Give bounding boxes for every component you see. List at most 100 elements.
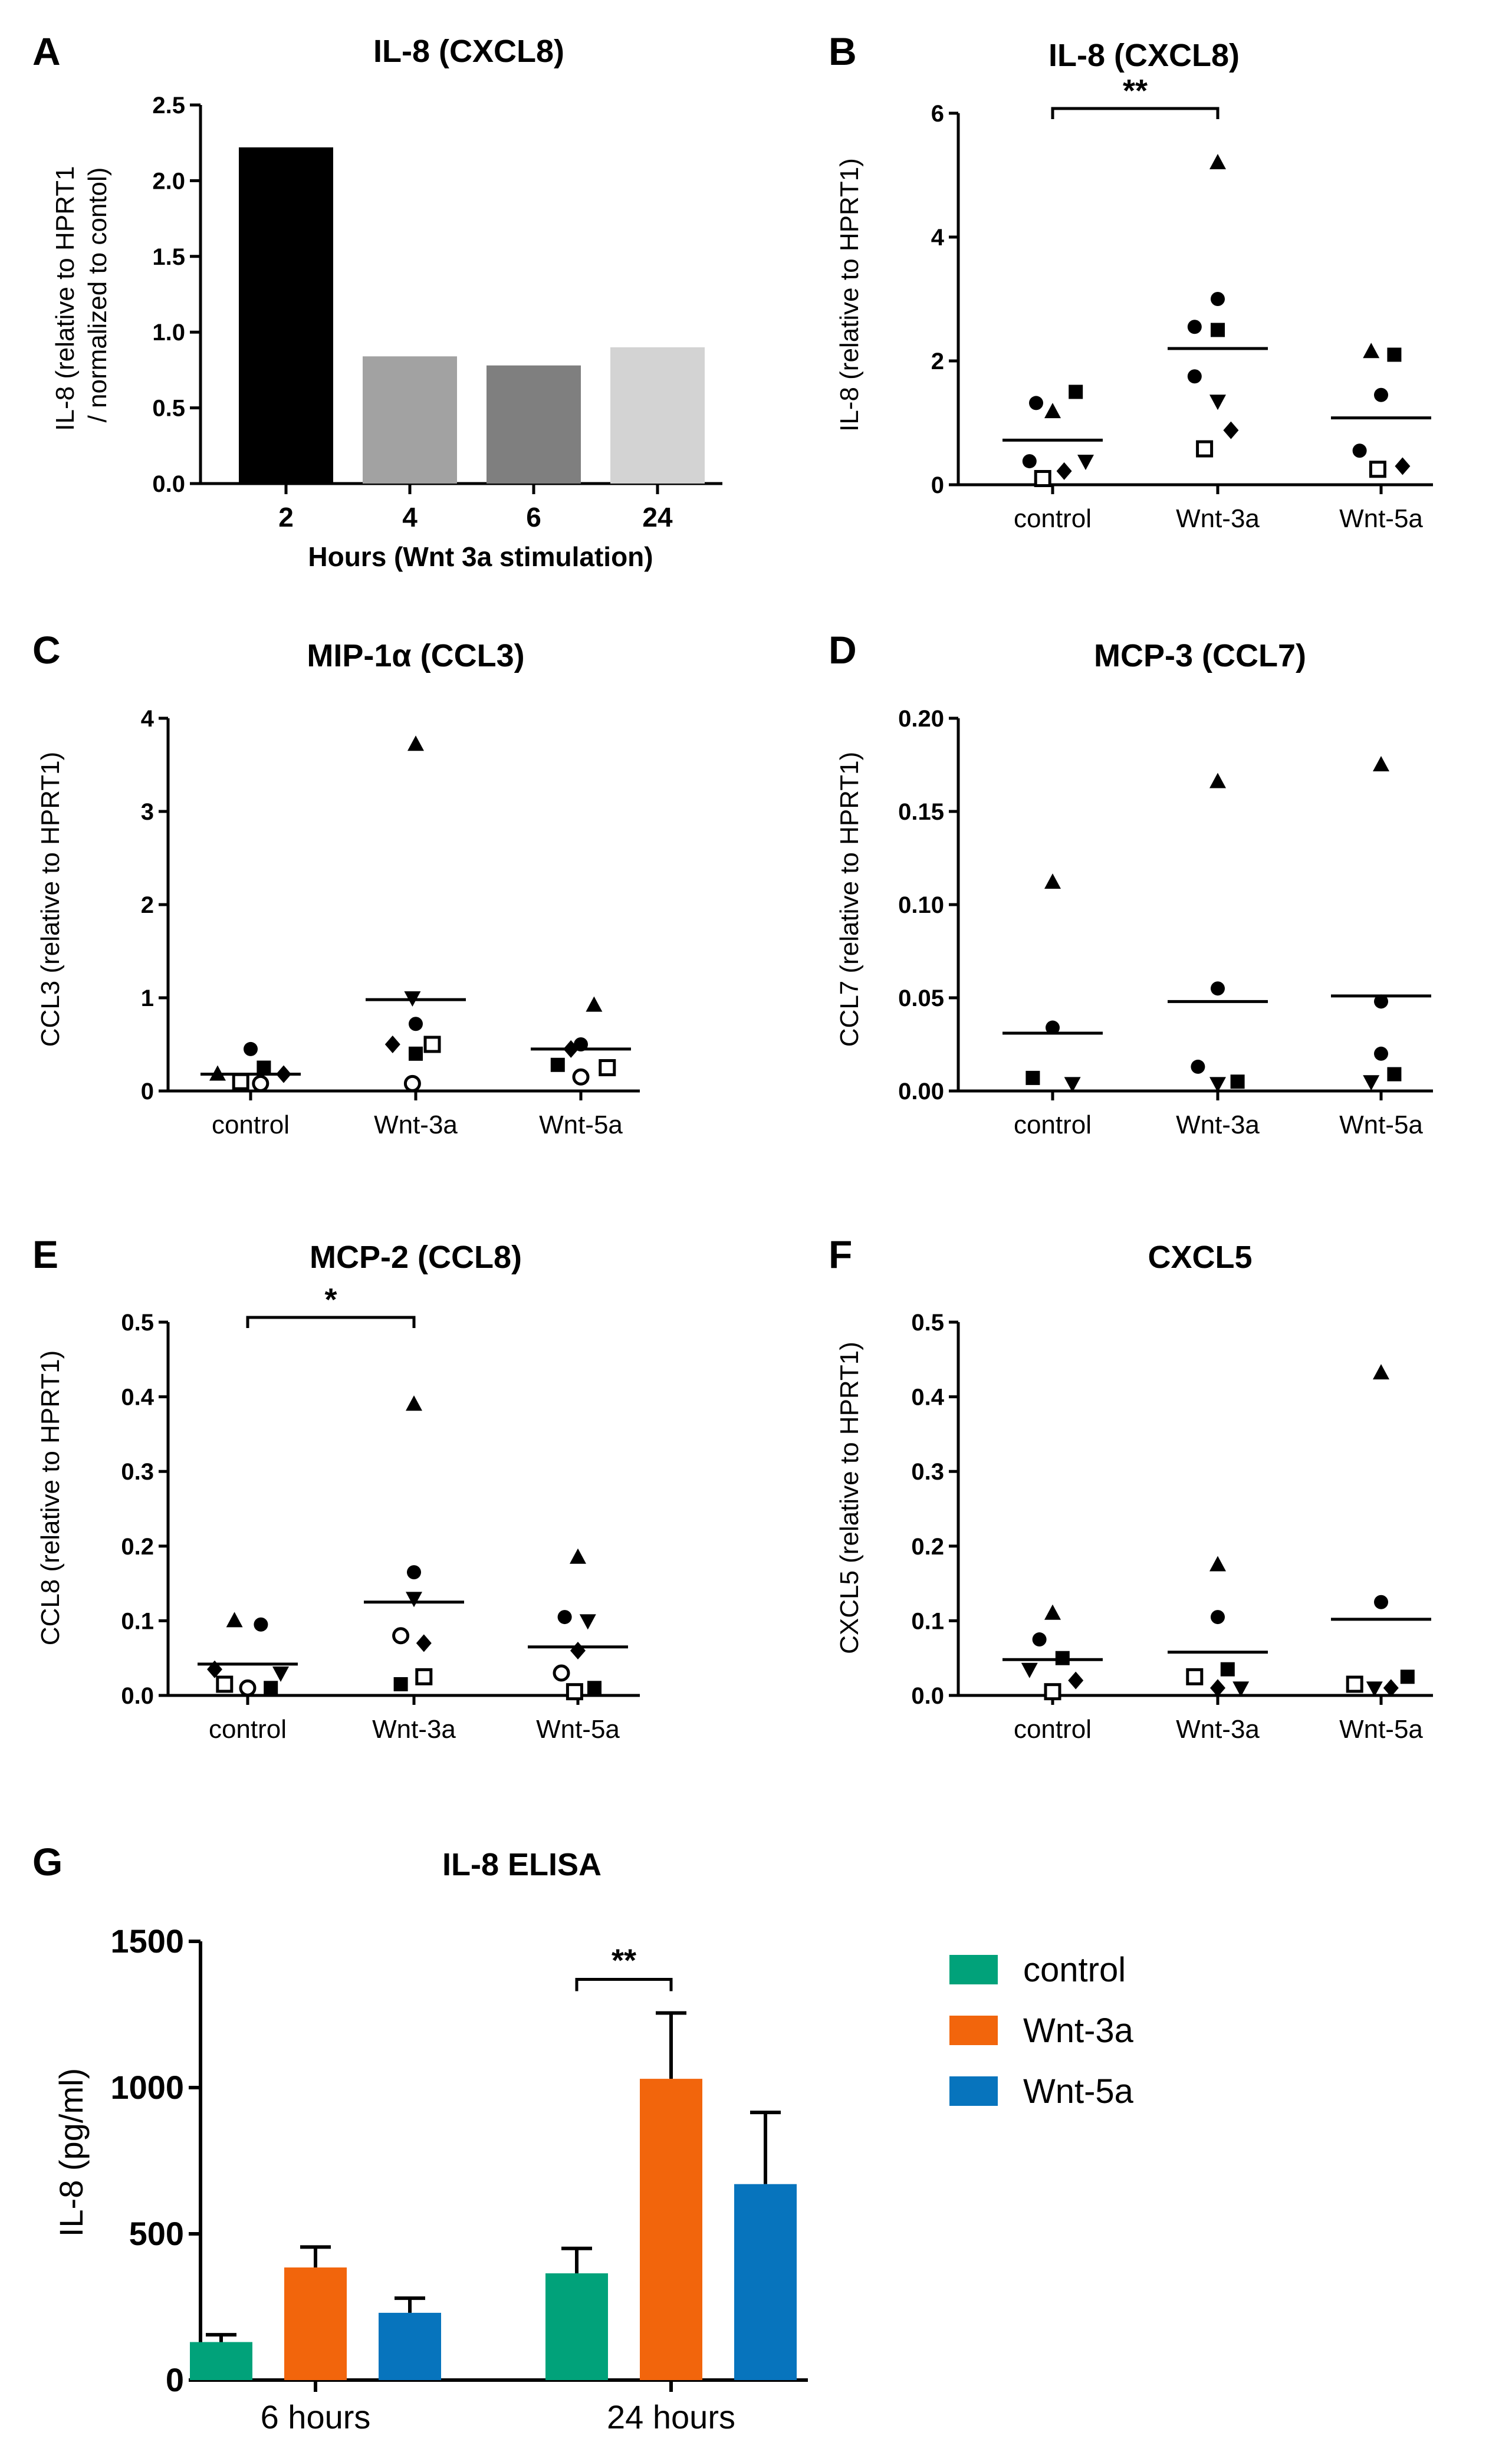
panel-f-y-tick-label: 0.0 <box>911 1683 944 1709</box>
panel-e-point-circle <box>254 1617 268 1632</box>
panel-c-point-triangle <box>209 1065 226 1081</box>
panel-d-x-tick-label: control <box>1014 1110 1092 1139</box>
panel-g-significance-bracket <box>575 1977 673 1991</box>
panel-c-y-tick-label: 4 <box>141 706 155 732</box>
panel-f-point-diamond <box>1210 1679 1225 1697</box>
panel-e-point-triangle <box>226 1612 243 1628</box>
panel-g-significance-label: ** <box>612 1943 636 1978</box>
panel-g-y-tick-label: 1500 <box>110 1922 184 1960</box>
panel-c-point-diamond <box>276 1065 291 1083</box>
panel-d-point-triangle-down <box>1209 1077 1226 1093</box>
panel-d-label: D <box>829 628 857 672</box>
panel-c-point-circle-open <box>572 1068 590 1086</box>
panel-a-y-tick-label: 1.5 <box>152 244 185 270</box>
panel-a-y-tick-label: 2.5 <box>152 93 185 119</box>
panel-g-legend-label: control <box>1023 1951 1126 1989</box>
panel-c-point-square-open <box>423 1036 441 1053</box>
panel-b-point-triangle <box>1044 403 1061 419</box>
panel-b-point-diamond <box>1223 421 1239 439</box>
panel-f-y-tick-label: 0.1 <box>911 1608 944 1634</box>
panel-d-y-tick-label: 0.00 <box>898 1079 944 1105</box>
panel-g-legend-swatch-wnt-5a <box>949 2076 998 2106</box>
panel-g-x-tick-label: 6 hours <box>261 2398 371 2436</box>
panel-e-x-tick-label: control <box>209 1715 287 1744</box>
panel-f-point-triangle <box>1044 1604 1061 1620</box>
panel-c-label: C <box>32 628 61 672</box>
panel-e-point-triangle <box>570 1548 586 1564</box>
panel-c-point-circle-open <box>252 1074 269 1092</box>
panel-a-x-axis-label: Hours (Wnt 3a stimulation) <box>308 541 653 572</box>
panel-d-point-triangle <box>1209 773 1226 788</box>
panel-e-significance-bracket <box>246 1316 416 1328</box>
panel-a-x-tick-label: 4 <box>402 502 418 533</box>
panel-b-x-tick-label: control <box>1014 504 1092 533</box>
panel-d-y-axis-label: CCL7 (relative to HPRT1) <box>835 752 864 1047</box>
panel-e-y-tick-label: 0.5 <box>121 1310 154 1336</box>
panel-f-y-axis-label: CXCL5 (relative to HPRT1) <box>835 1342 864 1654</box>
panel-c-y-axis-label: CCL3 (relative to HPRT1) <box>36 752 65 1047</box>
panel-c-x-tick-label: control <box>212 1110 290 1139</box>
panel-a-x-tick-label: 24 <box>642 502 673 533</box>
panel-b-y-tick-label: 6 <box>931 101 944 127</box>
panel-e-point-circle <box>407 1565 421 1580</box>
panel-f-point-square-open <box>1044 1683 1061 1701</box>
panel-a-y-tick-label: 2.0 <box>152 168 185 194</box>
panel-e-point-triangle <box>406 1395 422 1411</box>
panel-c-point-triangle <box>407 735 424 751</box>
panel-d-y-tick-label: 0.10 <box>898 892 944 918</box>
panel-b-significance-label: ** <box>1123 73 1148 109</box>
panel-b-y-tick-label: 4 <box>931 225 945 251</box>
panel-g-y-axis-label: IL-8 (pg/ml) <box>52 2068 90 2237</box>
panel-d-title: MCP-3 (CCL7) <box>1094 638 1306 673</box>
panel-c-point-square-open <box>599 1059 616 1076</box>
panel-c-point-square <box>257 1060 271 1075</box>
panel-a-title: IL-8 (CXCL8) <box>373 34 564 69</box>
panel-f-title: CXCL5 <box>1148 1240 1252 1275</box>
panel-g-legend-label: Wnt-3a <box>1023 2012 1134 2050</box>
panel-f-point-triangle-down <box>1021 1662 1038 1678</box>
panel-c-point-circle-open <box>403 1074 421 1092</box>
panel-g-legend-swatch-wnt-3a <box>949 2016 998 2045</box>
panel-a-y-tick-label: 0.0 <box>152 471 185 497</box>
panel-d-ccl7-scatter: D MCP-3 (CCL7) CCL7 (relative to HPRT1) … <box>829 628 1433 1139</box>
panel-f-x-tick-label: control <box>1014 1715 1092 1744</box>
panel-d-point-square <box>1387 1067 1402 1082</box>
panel-d-point-square <box>1230 1074 1245 1089</box>
panel-b-y-tick-label: 2 <box>931 349 944 374</box>
panel-d-point-circle <box>1374 994 1388 1009</box>
panel-e-y-tick-label: 0.2 <box>121 1534 154 1560</box>
panel-a-y-tick-label: 1.0 <box>152 320 185 346</box>
panel-e-point-square-open <box>566 1683 583 1701</box>
panel-e-point-square-open <box>415 1668 433 1685</box>
panel-g-legend-swatch-control <box>949 1955 998 1984</box>
panel-f-point-triangle-down <box>1232 1681 1250 1697</box>
panel-c-point-diamond <box>563 1040 579 1058</box>
panel-f-point-diamond <box>1383 1679 1399 1697</box>
panel-f-y-tick-label: 0.5 <box>911 1310 944 1336</box>
panel-b-point-square-open <box>1034 470 1051 487</box>
panel-c-point-circle <box>409 1017 423 1031</box>
panel-g-legend-label: Wnt-5a <box>1023 2072 1134 2111</box>
panel-e-point-triangle-down <box>579 1614 596 1630</box>
panel-d-x-tick-label: Wnt-5a <box>1339 1110 1423 1139</box>
panel-c-y-tick-label: 3 <box>141 799 154 825</box>
panel-e-point-circle <box>557 1610 572 1625</box>
panel-f-y-tick-label: 0.3 <box>911 1459 944 1485</box>
panel-a-bar-4h <box>363 356 457 484</box>
panel-f-y-tick-label: 0.2 <box>911 1534 944 1560</box>
panel-c-x-tick-label: Wnt-3a <box>374 1110 458 1139</box>
panel-b-point-diamond <box>1395 457 1411 475</box>
panel-d-point-triangle-down <box>1363 1075 1380 1091</box>
panel-f-point-square <box>1055 1651 1070 1665</box>
panel-c-ccl3-scatter: C MIP-1α (CCL3) CCL3 (relative to HPRT1)… <box>32 628 640 1139</box>
panel-f-point-circle <box>1374 1595 1388 1609</box>
panel-e-point-square <box>587 1681 601 1695</box>
panel-e-point-triangle-down <box>406 1592 422 1608</box>
panel-c-point-diamond <box>384 1036 400 1053</box>
panel-f-point-square-open <box>1186 1668 1204 1685</box>
panel-e-y-tick-label: 0.3 <box>121 1459 154 1485</box>
panel-b-point-square <box>1069 384 1083 399</box>
panel-d-point-circle <box>1046 1020 1060 1035</box>
panel-b-point-triangle <box>1209 154 1226 169</box>
panel-b-point-circle <box>1187 369 1202 384</box>
